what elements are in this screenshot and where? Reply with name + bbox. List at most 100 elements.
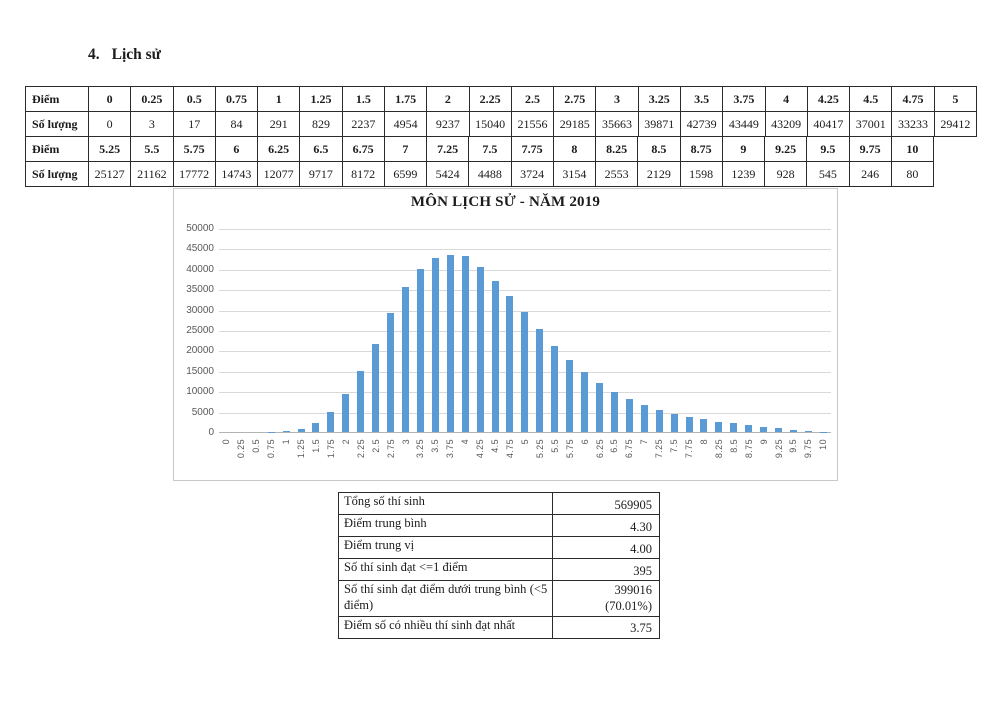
x-tick-label: 10 bbox=[818, 439, 829, 450]
count-cell: 29412 bbox=[933, 111, 978, 137]
x-tick-label: 8.5 bbox=[728, 439, 739, 453]
summary-value: 3.75 bbox=[552, 615, 660, 639]
summary-label: Tổng số thí sinh bbox=[337, 492, 554, 515]
x-tick-slot: 10 bbox=[816, 439, 831, 458]
bar bbox=[357, 370, 365, 432]
x-tick-slot: 1.75 bbox=[323, 439, 338, 458]
gridline bbox=[219, 249, 831, 251]
y-tick-label: 30000 bbox=[186, 304, 214, 316]
y-tick-label: 25000 bbox=[186, 325, 214, 336]
x-tick-slot: 5.25 bbox=[532, 439, 547, 458]
score-cell: 7.75 bbox=[510, 136, 554, 162]
x-tick-slot: 9.75 bbox=[801, 439, 816, 458]
x-tick-slot: 0.5 bbox=[249, 439, 264, 458]
x-tick-label: 0 bbox=[221, 439, 232, 445]
bar-slot bbox=[667, 229, 682, 432]
row-label: Số lượng bbox=[25, 111, 89, 137]
bar-slot bbox=[294, 229, 309, 432]
x-tick-slot: 4.75 bbox=[503, 439, 518, 458]
bar bbox=[551, 345, 559, 432]
x-tick-label: 4.75 bbox=[504, 439, 515, 459]
score-cell: 6.5 bbox=[299, 136, 343, 162]
count-cell: 25127 bbox=[87, 161, 132, 187]
x-tick-slot: 4.25 bbox=[473, 439, 488, 458]
score-cell: 3.75 bbox=[722, 86, 766, 112]
x-tick-label: 7.25 bbox=[654, 439, 665, 459]
score-cell: 3.5 bbox=[679, 86, 724, 112]
score-cell: 4 bbox=[764, 86, 808, 112]
x-tick-slot: 0 bbox=[219, 439, 234, 458]
x-tick-slot: 3 bbox=[398, 439, 413, 458]
bar bbox=[775, 428, 783, 432]
x-tick-slot: 6.75 bbox=[622, 439, 637, 458]
gridline bbox=[219, 290, 831, 292]
count-cell: 9717 bbox=[299, 161, 343, 187]
score-cell: 1 bbox=[257, 86, 301, 112]
score-cell: 3.25 bbox=[637, 86, 681, 112]
x-tick-slot: 9 bbox=[756, 439, 771, 458]
bar bbox=[596, 382, 603, 432]
gridline bbox=[219, 229, 831, 230]
bar bbox=[566, 359, 574, 432]
x-tick-label: 4.5 bbox=[490, 439, 501, 453]
bar-slot bbox=[562, 229, 577, 432]
bar-slot bbox=[368, 229, 383, 432]
histogram-chart: MÔN LỊCH SỬ - NĂM 2019 0 5000 10000 15000 20… bbox=[173, 188, 838, 481]
bar bbox=[640, 405, 648, 432]
bar bbox=[491, 281, 499, 432]
count-cell: 43449 bbox=[722, 111, 766, 137]
bar bbox=[760, 426, 768, 432]
count-cell: 21556 bbox=[510, 111, 555, 137]
bar-slot bbox=[413, 229, 428, 432]
count-cell: 17772 bbox=[172, 161, 216, 187]
score-cell: 2.5 bbox=[510, 86, 555, 112]
bar-slot bbox=[637, 229, 652, 432]
count-cell: 84 bbox=[214, 111, 259, 137]
score-cell: 3 bbox=[595, 86, 639, 112]
y-tick-label: 5000 bbox=[191, 406, 214, 418]
bar-slot bbox=[458, 229, 473, 432]
bar-slot bbox=[503, 229, 518, 432]
row-label: Số lượng bbox=[25, 161, 89, 187]
x-tick-slot: 4.5 bbox=[488, 439, 503, 458]
count-cell: 2553 bbox=[594, 161, 639, 187]
score-cell: 9.75 bbox=[848, 136, 892, 162]
summary-value-line: 395 bbox=[633, 563, 652, 578]
x-tick-slot: 6.5 bbox=[607, 439, 622, 458]
x-tick-label: 8 bbox=[698, 439, 709, 445]
bar-slot bbox=[607, 229, 622, 432]
score-cell: 2 bbox=[426, 86, 470, 112]
summary-label: Số thí sinh đạt điểm dưới trung bình (<5… bbox=[337, 580, 554, 617]
bar bbox=[789, 429, 797, 432]
row-label: Điểm bbox=[25, 136, 89, 162]
bar-slot bbox=[801, 229, 816, 432]
count-cell: 8172 bbox=[341, 161, 385, 187]
bar bbox=[521, 312, 529, 432]
score-cell: 7.5 bbox=[468, 136, 512, 162]
bar bbox=[312, 422, 320, 432]
bar bbox=[402, 286, 410, 432]
count-cell: 291 bbox=[257, 111, 301, 137]
x-tick-slot: 3.5 bbox=[428, 439, 443, 458]
count-cell: 1598 bbox=[679, 161, 723, 187]
count-cell: 246 bbox=[848, 161, 892, 187]
x-tick-label: 4 bbox=[460, 439, 471, 445]
x-tick-label: 0.25 bbox=[236, 439, 247, 459]
row-label: Điểm bbox=[25, 86, 89, 112]
x-tick-slot: 5.75 bbox=[562, 439, 577, 458]
bar bbox=[431, 257, 439, 432]
x-tick-label: 9.75 bbox=[803, 439, 814, 459]
summary-value-line: 4.30 bbox=[630, 519, 652, 534]
x-tick-label: 6.5 bbox=[609, 439, 620, 453]
x-tick-label: 5.25 bbox=[534, 439, 545, 459]
score-row: Điểm 0 0.25 0.5 0.75 1 1.25 1.5 1.75 2 2.25 2.5 2.75… bbox=[25, 86, 978, 112]
score-cell: 5.75 bbox=[172, 136, 216, 162]
score-cell: 9.5 bbox=[806, 136, 850, 162]
count-cell: 40417 bbox=[806, 111, 851, 137]
x-tick-slot: 5.5 bbox=[547, 439, 562, 458]
x-tick-slot: 2.5 bbox=[368, 439, 383, 458]
summary-value-line: (70.01%) bbox=[605, 599, 652, 614]
x-tick-label: 3.75 bbox=[445, 439, 456, 459]
count-row: Số lượng 0 3 17 84 291 829 2237 4954 9237 15040 215… bbox=[25, 111, 978, 137]
count-cell: 1239 bbox=[721, 161, 766, 187]
